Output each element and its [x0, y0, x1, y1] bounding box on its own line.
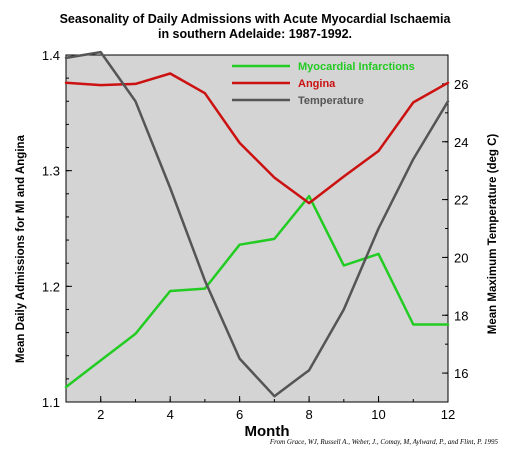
x-tick-label: 4	[167, 407, 174, 422]
left-tick-label: 1.2	[42, 279, 60, 294]
legend-label-myocardial-infarctions: Myocardial Infarctions	[298, 61, 415, 73]
source-credit: From Grace, WJ, Russell A., Weber, J., C…	[269, 438, 498, 446]
x-tick-label: 6	[236, 407, 243, 422]
left-axis: 1.1 1.2 1.3 1.4	[42, 48, 72, 410]
series-line-angina	[64, 72, 450, 205]
right-tick-label: 16	[454, 366, 468, 381]
x-tick-label: 10	[371, 407, 385, 422]
series-lines	[64, 50, 450, 398]
x-tick-label: 2	[97, 407, 104, 422]
series-line-temperature	[64, 50, 450, 398]
right-tick-label: 20	[454, 250, 468, 265]
x-tick-label: 12	[441, 407, 455, 422]
plot-area	[65, 54, 449, 403]
x-axis: 2 4 6 8 10 12	[65, 396, 455, 422]
legend-label-angina: Angina	[298, 78, 336, 90]
right-axis-label: Mean Maximum Temperature (deg C)	[487, 133, 500, 334]
right-tick-label: 18	[454, 308, 468, 323]
right-tick-label: 26	[454, 77, 468, 92]
chart-title-line-2: in southern Adelaide: 1987-1992.	[157, 27, 353, 41]
right-tick-label: 22	[454, 193, 468, 208]
chart-title-line-1: Seasonality of Daily Admissions with Acu…	[59, 12, 451, 26]
x-axis-label: Month	[245, 423, 290, 440]
right-axis: 16 18 20 22 24 26	[442, 54, 468, 403]
left-axis-label: Mean Daily Admissions for MI and Angina	[14, 134, 27, 363]
x-tick-label: 8	[305, 407, 312, 422]
series-line-myocardial-infarctions	[64, 194, 450, 389]
legend-label-temperature: Temperature	[298, 95, 364, 107]
right-tick-label: 24	[454, 135, 468, 150]
left-tick-label: 1.4	[42, 48, 60, 63]
chart-title: Seasonality of Daily Admissions with Acu…	[0, 12, 510, 42]
legend: Myocardial Infarctions Angina Temperature	[232, 61, 415, 107]
left-tick-label: 1.1	[42, 395, 60, 410]
left-tick-label: 1.3	[42, 164, 60, 179]
